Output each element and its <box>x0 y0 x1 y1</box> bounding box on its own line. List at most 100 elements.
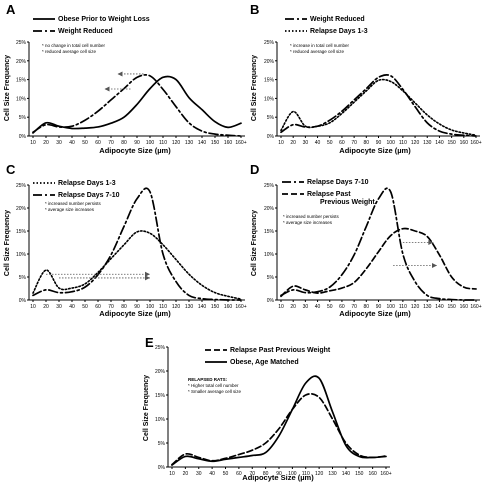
legend-label: Relapse Past <box>307 191 351 198</box>
x-tick-label: 100 <box>387 140 396 146</box>
y-axis-label: Cell Size Frequency <box>4 210 11 276</box>
x-tick-label: 110 <box>302 471 310 477</box>
x-tick-label: 120 <box>411 304 420 310</box>
y-tick-label: 15% <box>155 393 166 399</box>
x-tick-label: 10 <box>278 304 284 310</box>
x-tick-label: 110 <box>159 304 167 310</box>
y-tick-label: 0% <box>19 134 27 140</box>
x-tick-label: 160+ <box>470 304 481 310</box>
y-tick-label: 10% <box>16 96 27 102</box>
y-tick-label: 20% <box>264 206 275 212</box>
x-tick-label: 50 <box>223 471 229 477</box>
note-text: * average size increases <box>283 220 333 225</box>
x-tick-label: 80 <box>121 304 127 310</box>
y-tick-label: 15% <box>264 78 275 84</box>
x-tick-label: 140 <box>435 140 444 146</box>
y-tick-label: 10% <box>16 252 27 258</box>
legend-label: Weight Reduced <box>58 28 113 35</box>
x-tick-label: 100 <box>146 304 155 310</box>
series-line-1 <box>32 75 242 134</box>
notes-heading: RELAPSED RATS: <box>188 377 228 382</box>
y-axis-label: Cell Size Frequency <box>143 375 150 441</box>
y-tick-label: 0% <box>267 134 275 140</box>
chart-panel-b: B 0% 5% 10% 15% 20% 25% 10 20 30 40 50 60 70 80 90 100 11… <box>250 2 482 155</box>
x-tick-label: 30 <box>303 304 309 310</box>
legend-label: Relapse Days 1-3 <box>58 180 116 187</box>
shift-arrow-head <box>145 271 150 277</box>
x-tick-label: 20 <box>183 471 189 477</box>
x-tick-label: 90 <box>376 304 382 310</box>
x-tick-label: 30 <box>56 140 62 146</box>
y-tick-label: 5% <box>19 115 27 121</box>
x-tick-label: 80 <box>364 140 370 146</box>
x-tick-label: 110 <box>399 140 407 146</box>
x-tick-label: 150 <box>355 471 364 477</box>
x-tick-label: 20 <box>290 140 296 146</box>
x-tick-label: 60 <box>339 304 345 310</box>
x-tick-label: 70 <box>108 304 114 310</box>
x-tick-label: 90 <box>376 140 382 146</box>
y-tick-label: 15% <box>264 229 275 235</box>
panel-letter: D <box>250 162 259 177</box>
y-tick-label: 10% <box>155 417 166 423</box>
x-tick-label: 160+ <box>470 140 481 146</box>
x-tick-label: 120 <box>411 140 420 146</box>
x-tick-label: 160 <box>460 304 469 310</box>
legend-label: Weight Reduced <box>310 16 365 23</box>
x-tick-label: 90 <box>134 304 140 310</box>
y-axis-label: Cell Size Frequency <box>4 55 11 121</box>
shift-arrow-head <box>432 263 437 268</box>
series-line-2 <box>32 187 242 301</box>
note-text: * increased number persists <box>45 201 102 206</box>
chart-panel-c: C 0% 5% 10% 15% 20% 25% 10 20 30 40 50 60 70 80 90 100 11… <box>4 162 247 318</box>
y-tick-label: 25% <box>264 40 275 46</box>
x-tick-label: 140 <box>342 471 351 477</box>
shift-arrow-head <box>104 86 110 92</box>
x-tick-label: 140 <box>198 140 207 146</box>
x-tick-label: 70 <box>351 304 357 310</box>
x-tick-label: 30 <box>303 140 309 146</box>
x-tick-label: 60 <box>95 304 101 310</box>
y-tick-label: 0% <box>267 298 275 304</box>
x-tick-label: 90 <box>276 471 282 477</box>
chart-panel-a: A 0% 5% 10% 15% 20% 25% 10 20 30 40 50 60 70 80 90 100 11… <box>4 2 247 155</box>
x-tick-label: 160+ <box>380 471 391 477</box>
series-line-2 <box>32 74 242 137</box>
note-text: * reduced average cell size <box>42 49 97 54</box>
x-tick-label: 140 <box>435 304 444 310</box>
note-text: * Higher total cell number <box>188 383 239 388</box>
y-tick-label: 15% <box>16 78 27 84</box>
chart-panel-d: D 0% 5% 10% 15% 20% 25% 10 20 30 40 50 60 70 80 90 100 11… <box>250 162 482 318</box>
x-tick-label: 150 <box>447 140 456 146</box>
x-tick-label: 10 <box>169 471 175 477</box>
y-tick-label: 25% <box>155 345 166 351</box>
legend-label: Relapse Days 7-10 <box>307 179 369 186</box>
x-tick-label: 40 <box>315 304 321 310</box>
note-text: * increased number persists <box>283 214 340 219</box>
x-tick-label: 10 <box>30 140 36 146</box>
legend-label: Obese, Age Matched <box>230 359 299 366</box>
x-tick-label: 100 <box>288 471 297 477</box>
x-tick-label: 120 <box>172 140 181 146</box>
legend-label: Previous Weight <box>320 199 375 206</box>
x-tick-label: 20 <box>43 304 49 310</box>
x-tick-label: 140 <box>198 304 207 310</box>
x-tick-label: 70 <box>108 140 114 146</box>
x-tick-label: 100 <box>387 304 396 310</box>
x-tick-label: 160+ <box>235 304 246 310</box>
x-tick-label: 120 <box>315 471 324 477</box>
series-line-2 <box>280 227 477 298</box>
y-tick-label: 25% <box>264 183 275 189</box>
x-tick-label: 30 <box>56 304 62 310</box>
panel-letter: A <box>6 2 16 17</box>
x-tick-label: 130 <box>185 304 194 310</box>
legend-label: Relapse Past Previous Weight <box>230 347 331 354</box>
y-tick-label: 0% <box>19 298 27 304</box>
x-tick-label: 130 <box>423 140 432 146</box>
note-text: * average size increases <box>45 207 95 212</box>
y-tick-label: 15% <box>16 229 27 235</box>
shift-arrow-head <box>117 71 123 77</box>
x-tick-label: 10 <box>278 140 284 146</box>
x-tick-label: 160 <box>460 140 469 146</box>
x-tick-label: 40 <box>315 140 321 146</box>
